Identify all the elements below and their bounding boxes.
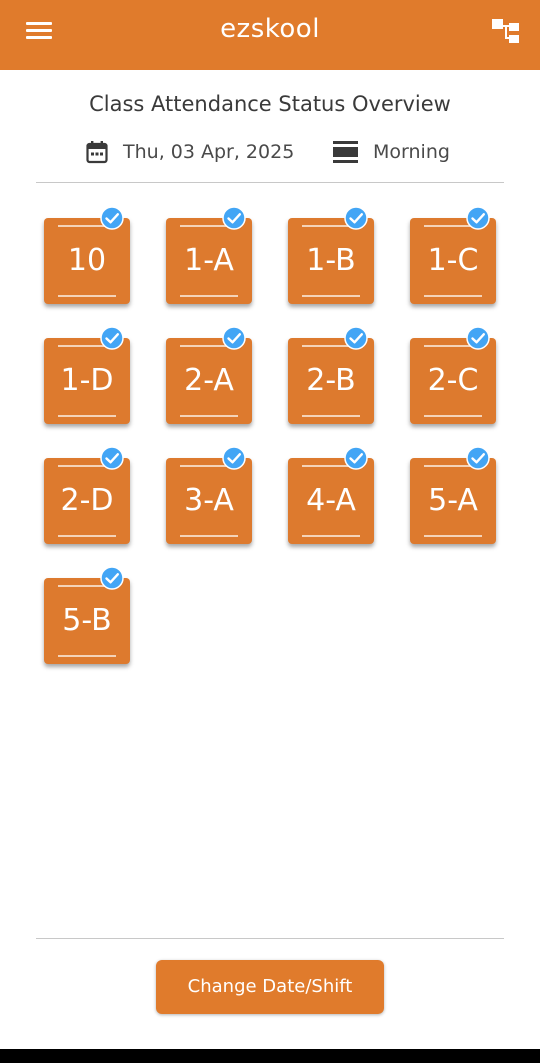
- tile-top-line: [424, 225, 482, 227]
- class-label: 1-C: [427, 243, 479, 278]
- app-title: ezskool: [220, 14, 320, 44]
- check-circle-icon: [100, 566, 124, 590]
- check-circle-icon: [466, 446, 490, 470]
- class-label: 5-A: [428, 483, 478, 518]
- tile-bottom-line: [424, 535, 482, 537]
- class-tile[interactable]: 2-B: [288, 338, 374, 424]
- class-tile[interactable]: 1-D: [44, 338, 130, 424]
- app-header: ezskool: [0, 0, 540, 70]
- class-label: 2-C: [427, 363, 479, 398]
- tile-top-line: [58, 585, 116, 587]
- tile-top-line: [424, 345, 482, 347]
- shift-icon: [333, 141, 358, 163]
- check-circle-icon: [466, 206, 490, 230]
- check-circle-icon: [344, 446, 368, 470]
- selected-date: Thu, 03 Apr, 2025: [123, 141, 295, 163]
- selected-shift: Morning: [373, 141, 450, 163]
- check-circle-icon: [222, 206, 246, 230]
- tile-top-line: [302, 465, 360, 467]
- tile-bottom-line: [302, 535, 360, 537]
- tile-bottom-line: [180, 535, 238, 537]
- check-circle-icon: [100, 446, 124, 470]
- class-tile[interactable]: 3-A: [166, 458, 252, 544]
- class-tile[interactable]: 5-A: [410, 458, 496, 544]
- class-tile[interactable]: 10: [44, 218, 130, 304]
- tile-bottom-line: [58, 655, 116, 657]
- tile-bottom-line: [58, 415, 116, 417]
- page-title: Class Attendance Status Overview: [89, 92, 451, 116]
- date-shift-row: Thu, 03 Apr, 2025 Morning: [0, 138, 540, 168]
- class-tile[interactable]: 1-C: [410, 218, 496, 304]
- tile-top-line: [58, 225, 116, 227]
- check-circle-icon: [100, 206, 124, 230]
- tile-bottom-line: [302, 295, 360, 297]
- tile-bottom-line: [180, 415, 238, 417]
- class-label: 1-A: [184, 243, 234, 278]
- tile-top-line: [180, 225, 238, 227]
- calendar-icon: [86, 141, 108, 164]
- check-circle-icon: [100, 326, 124, 350]
- class-tile[interactable]: 5-B: [44, 578, 130, 664]
- change-date-shift-button[interactable]: Change Date/Shift: [156, 960, 384, 1014]
- check-circle-icon: [222, 446, 246, 470]
- tile-bottom-line: [424, 295, 482, 297]
- tile-top-line: [302, 345, 360, 347]
- class-tile[interactable]: 2-C: [410, 338, 496, 424]
- class-label: 1-D: [60, 363, 114, 398]
- class-label: 4-A: [306, 483, 356, 518]
- check-circle-icon: [344, 206, 368, 230]
- check-circle-icon: [466, 326, 490, 350]
- class-tile[interactable]: 2-D: [44, 458, 130, 544]
- check-circle-icon: [344, 326, 368, 350]
- hierarchy-icon[interactable]: [490, 17, 522, 45]
- tile-bottom-line: [180, 295, 238, 297]
- tile-top-line: [58, 465, 116, 467]
- class-tile[interactable]: 4-A: [288, 458, 374, 544]
- tile-top-line: [302, 225, 360, 227]
- class-tile[interactable]: 1-B: [288, 218, 374, 304]
- divider: [36, 938, 504, 939]
- class-label: 5-B: [62, 603, 112, 638]
- class-label: 2-B: [306, 363, 356, 398]
- tile-top-line: [180, 345, 238, 347]
- divider: [36, 182, 504, 183]
- tile-top-line: [58, 345, 116, 347]
- check-circle-icon: [222, 326, 246, 350]
- tile-top-line: [424, 465, 482, 467]
- class-tile[interactable]: 1-A: [166, 218, 252, 304]
- tile-bottom-line: [424, 415, 482, 417]
- class-label: 1-B: [306, 243, 356, 278]
- tile-bottom-line: [58, 295, 116, 297]
- class-label: 2-A: [184, 363, 234, 398]
- tile-bottom-line: [58, 535, 116, 537]
- tile-top-line: [180, 465, 238, 467]
- class-tile[interactable]: 2-A: [166, 338, 252, 424]
- tile-bottom-line: [302, 415, 360, 417]
- hamburger-menu-icon[interactable]: [26, 21, 52, 41]
- class-label: 2-D: [60, 483, 114, 518]
- class-label: 10: [67, 243, 107, 278]
- class-label: 3-A: [184, 483, 234, 518]
- system-nav-bar: [0, 1049, 540, 1063]
